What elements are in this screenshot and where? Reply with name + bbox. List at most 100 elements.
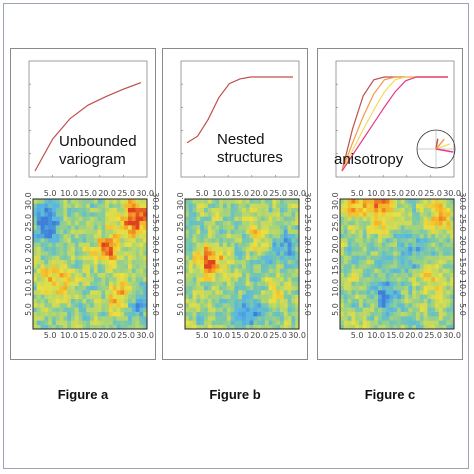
heatmap-cell [67,268,72,273]
heatmap-cell [378,259,383,265]
heatmap-cell [52,316,57,321]
heatmap-cell [44,281,49,286]
heatmap-cell [355,324,360,330]
heatmap-cell [446,272,451,278]
heatmap-cell [223,320,228,325]
heatmap-cell [120,281,125,286]
heatmap-cell [287,303,292,308]
heatmap-cell [351,277,356,282]
heatmap-cell [112,311,117,317]
heatmap-cell [55,320,60,325]
heatmap-cell [234,264,239,269]
heatmap-cell [74,255,79,260]
heatmap-cell [276,203,281,208]
heatmap-cell [419,251,424,256]
heatmap-cell [120,277,125,282]
heatmap-cell [52,207,57,213]
heatmap-cell [63,303,68,308]
heatmap-cell [287,268,292,273]
heatmap-cell [120,303,125,308]
heatmap-cell [381,246,386,252]
heatmap-cell [52,251,57,256]
heatmap-cell [40,272,45,278]
heatmap-cell [435,290,440,295]
heatmap-cell [135,277,140,282]
heatmap-cell [78,294,83,299]
heatmap-cell [393,238,398,243]
heatmap-cell [105,268,110,273]
heatmap-cell [112,246,117,252]
heatmap-cell [82,281,87,286]
heatmap-cell [242,277,247,282]
heatmap-cell [389,255,394,260]
heatmap-cell [416,246,421,252]
heatmap-cell [355,207,360,213]
heatmap-cell [44,277,49,282]
heatmap-cell [261,324,266,330]
heatmap-cell [109,316,114,321]
heatmap-cell [139,290,144,295]
heatmap-cell [55,220,60,226]
heatmap-cell [101,272,106,278]
heatmap-cell [435,311,440,317]
heatmap-cell [431,225,436,230]
heatmap-cell [276,216,281,221]
heatmap-cell [238,285,243,291]
heatmap-cell [82,316,87,321]
heatmap-cell [385,285,390,291]
heatmap-cell [67,246,72,252]
heatmap-cell [393,212,398,217]
heatmap-cell [196,307,201,312]
heatmap-cell [207,307,212,312]
heatmap-cell [230,233,235,239]
heatmap-cell [55,307,60,312]
heatmap-cell [196,203,201,208]
heatmap-cell [219,324,224,330]
heatmap-cell [90,225,95,230]
heatmap-cell [52,212,57,217]
heatmap-cell [223,225,228,230]
heatmap-cell [287,229,292,234]
heatmap-cell [93,307,98,312]
heatmap-cell [446,324,451,330]
heatmap-cell [416,285,421,291]
heatmap-cell [71,259,76,265]
heatmap-cell [238,281,243,286]
variogram-plot-area-a [28,60,148,178]
heatmap-cell [362,316,367,321]
heatmap-cell [200,233,205,239]
heatmap-cell [381,225,386,230]
heatmap-cell [131,203,136,208]
heatmap-cell [93,255,98,260]
heatmap-cell [112,199,117,204]
heatmap-cell [283,294,288,299]
heatmap-cell [378,225,383,230]
heatmap-cell [450,207,455,213]
heatmap-cell [438,207,443,213]
heatmap-cell [207,272,212,278]
heatmap-cell [340,229,345,234]
heatmap-cell [82,255,87,260]
heatmap-cell [120,298,125,304]
heatmap-cell [128,251,133,256]
heatmap-cell [86,229,91,234]
heatmap-cell [253,264,258,269]
heatmap-cell [276,272,281,278]
heatmap-cell [427,246,432,252]
heatmap-cell [67,311,72,317]
heatmap-cell [393,251,398,256]
heatmap-cell [200,303,205,308]
heatmap-cell [74,307,79,312]
heatmap-cell [249,242,254,247]
heatmap-cell [90,264,95,269]
heatmap-cell [242,251,247,256]
heatmap-cell [389,316,394,321]
heatmap-cell [280,225,285,230]
heatmap-cell [211,233,216,239]
heatmap-cell [234,220,239,226]
heatmap-cell [112,298,117,304]
heatmap-cell [71,207,76,213]
heatmap-cell [280,203,285,208]
heatmap-cell [196,216,201,221]
heatmap-cell [268,303,273,308]
